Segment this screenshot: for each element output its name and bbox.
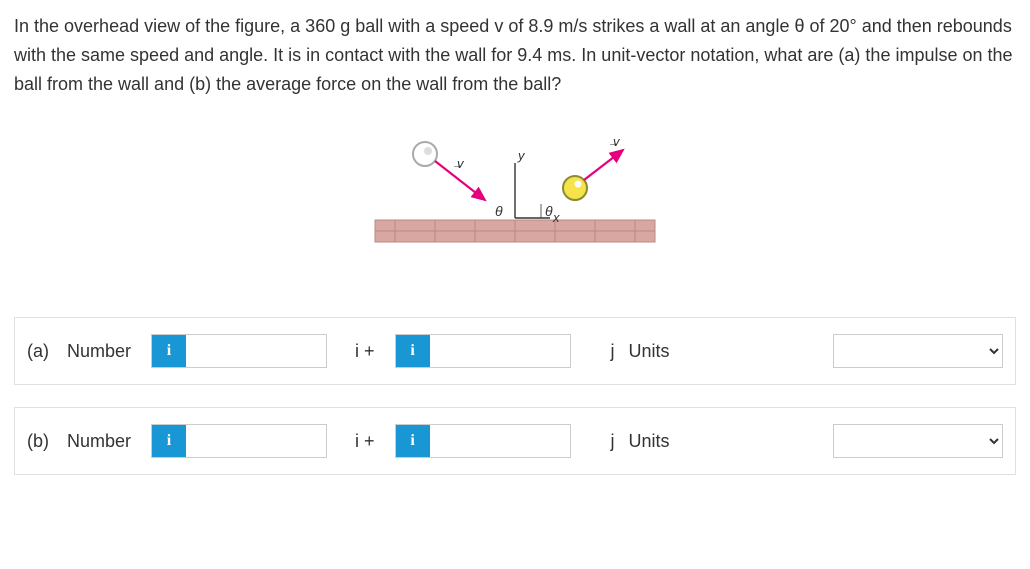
part-label-b: (b)	[27, 427, 67, 456]
answer-row-b: (b) Number i i + i j Units	[14, 407, 1016, 475]
input-group-a-j: i	[395, 334, 571, 368]
physics-diagram: yxv→v→θθ	[365, 128, 665, 248]
answer-a-j-input[interactable]	[430, 335, 570, 367]
question-text: In the overhead view of the figure, a 36…	[14, 12, 1016, 98]
answer-b-i-input[interactable]	[186, 425, 326, 457]
input-group-b-i: i	[151, 424, 327, 458]
info-icon: i	[152, 335, 186, 367]
units-label-b: Units	[629, 427, 670, 456]
svg-text:→: →	[452, 159, 463, 171]
units-label-a: Units	[629, 337, 670, 366]
answer-b-j-input[interactable]	[430, 425, 570, 457]
j-label-b: j	[603, 427, 623, 456]
j-label-a: j	[603, 337, 623, 366]
info-icon: i	[152, 425, 186, 457]
vector-sep-a: i +	[355, 337, 375, 366]
answer-row-a: (a) Number i i + i j Units	[14, 317, 1016, 385]
part-label-a: (a)	[27, 337, 67, 366]
vector-sep-b: i +	[355, 427, 375, 456]
svg-text:x: x	[552, 210, 560, 225]
input-group-b-j: i	[395, 424, 571, 458]
number-label-b: Number	[67, 427, 131, 456]
svg-text:y: y	[517, 148, 526, 163]
figure: yxv→v→θθ	[14, 128, 1016, 257]
input-group-a-i: i	[151, 334, 327, 368]
info-icon: i	[396, 335, 430, 367]
units-select-b[interactable]	[833, 424, 1003, 458]
number-label-a: Number	[67, 337, 131, 366]
svg-text:θ: θ	[545, 203, 553, 219]
answer-a-i-input[interactable]	[186, 335, 326, 367]
svg-text:θ: θ	[495, 203, 503, 219]
units-select-a[interactable]	[833, 334, 1003, 368]
question-text-content: In the overhead view of the figure, a 36…	[14, 16, 1013, 94]
svg-text:→: →	[608, 137, 619, 149]
info-icon: i	[396, 425, 430, 457]
